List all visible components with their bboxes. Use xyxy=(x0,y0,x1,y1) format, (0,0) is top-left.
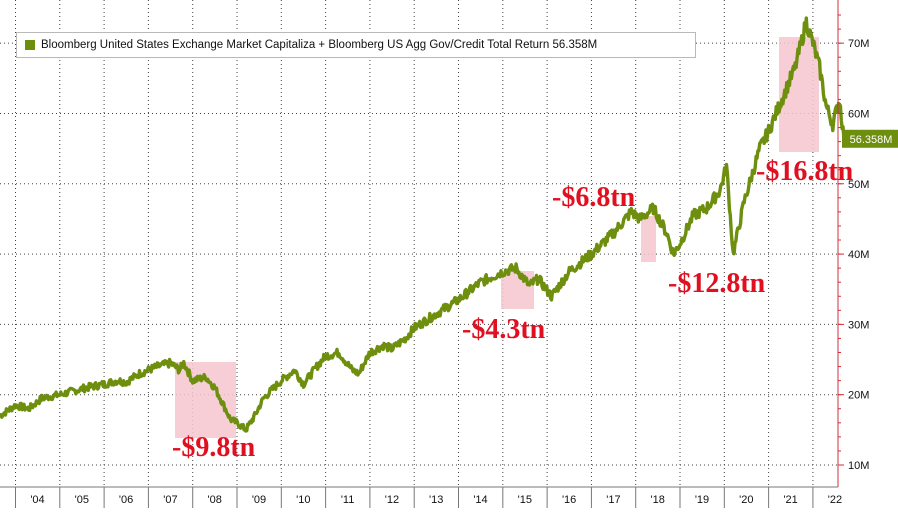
x-tick-label: '14 xyxy=(473,494,487,506)
y-tick-label: 50M xyxy=(848,179,869,191)
x-tick-label: '18 xyxy=(651,494,665,506)
y-tick-label: 10M xyxy=(848,460,869,472)
annotation-2015-drawdown: -$4.3tn xyxy=(462,314,546,345)
x-tick-label: '22 xyxy=(828,494,842,506)
series-line xyxy=(0,16,846,433)
legend: Bloomberg United States Exchange Market … xyxy=(16,32,696,58)
last-value-label: 56.358M xyxy=(850,134,893,146)
x-tick-label: '15 xyxy=(518,494,532,506)
last-value-tag xyxy=(842,129,898,148)
x-tick-label: '17 xyxy=(606,494,620,506)
y-tick-label: 70M xyxy=(848,38,869,50)
y-tick-label: 60M xyxy=(848,108,869,120)
legend-swatch xyxy=(25,40,35,50)
y-tick-label: 40M xyxy=(848,249,869,261)
x-tick-label: '21 xyxy=(783,494,797,506)
x-tick-label: '11 xyxy=(341,494,355,506)
annotation-2020-crash: -$12.8tn xyxy=(668,268,766,299)
x-tick-label: '06 xyxy=(119,494,133,506)
x-tick-label: '10 xyxy=(296,494,310,506)
legend-label: Bloomberg United States Exchange Market … xyxy=(41,39,598,51)
x-tick-label: '13 xyxy=(429,494,443,506)
x-tick-label: '16 xyxy=(562,494,576,506)
annotation-2008-crash: -$9.8tn xyxy=(172,432,256,463)
x-tick-label: '07 xyxy=(163,494,177,506)
annotation-2018-drawdown: -$6.8tn xyxy=(552,182,636,213)
y-tick-label: 20M xyxy=(848,390,869,402)
drawdown-highlight xyxy=(641,216,656,262)
x-tick-label: '09 xyxy=(252,494,266,506)
annotation-2022-drawdown: -$16.8tn xyxy=(756,156,854,187)
grid-layer xyxy=(0,0,838,487)
drawdown-highlight xyxy=(501,271,534,309)
y-tick-label: 30M xyxy=(848,319,869,331)
x-tick-label: '12 xyxy=(385,494,399,506)
line-layer xyxy=(0,16,846,433)
x-tick-label: '05 xyxy=(75,494,89,506)
drawdown-highlight xyxy=(175,362,236,438)
x-tick-label: '20 xyxy=(739,494,753,506)
highlight-layer xyxy=(175,37,819,438)
x-tick-label: '19 xyxy=(695,494,709,506)
x-tick-label: '04 xyxy=(30,494,44,506)
x-tick-label: '08 xyxy=(208,494,222,506)
